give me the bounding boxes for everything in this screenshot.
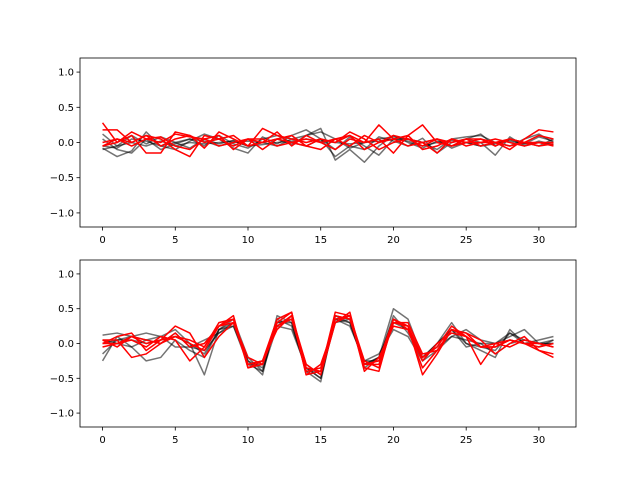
- y-tick-label: 1.0: [58, 269, 74, 280]
- x-tick-label: 25: [460, 235, 473, 246]
- x-tick-label: 10: [242, 235, 255, 246]
- series-line-6: [102, 311, 554, 376]
- x-tick-label: 15: [314, 235, 327, 246]
- x-tick-label: 15: [314, 435, 327, 446]
- x-tick-label: 30: [533, 235, 546, 246]
- x-tick-label: 5: [172, 235, 178, 246]
- series-group: [101, 307, 554, 383]
- x-tick-label: 5: [172, 435, 178, 446]
- bottom-subplot: 0 5 10 15 20 25 30 −1.0 −0.5 0.0 0.5 1.0: [50, 259, 577, 446]
- y-tick-label: −0.5: [50, 374, 74, 385]
- series-line-4: [102, 131, 554, 151]
- x-tick-label: 20: [387, 235, 400, 246]
- y-tick-label: −0.5: [50, 173, 74, 184]
- top-subplot: 0 5 10 15 20 25 30 −1.0 −0.5 0.0 0.5 1.0: [50, 57, 577, 246]
- y-tick-label: −1.0: [50, 409, 74, 420]
- series-line-8: [102, 129, 554, 154]
- series-group: [101, 122, 554, 163]
- series-line-9: [102, 314, 554, 373]
- x-tick-label: 10: [242, 435, 255, 446]
- series-line-6: [102, 129, 554, 158]
- series-line-0: [102, 129, 554, 158]
- y-tick-label: 0.0: [58, 138, 74, 149]
- y-tick-label: −1.0: [50, 208, 74, 219]
- x-tick-label: 25: [460, 435, 473, 446]
- y-tick-label: 0.5: [58, 103, 74, 114]
- x-tick-label: 0: [99, 435, 105, 446]
- y-tick-label: 0.5: [58, 304, 74, 315]
- y-tick-label: 1.0: [58, 68, 74, 79]
- y-tick-label: 0.0: [58, 339, 74, 350]
- x-tick-label: 20: [387, 435, 400, 446]
- x-tick-label: 30: [533, 435, 546, 446]
- series-line-9: [102, 134, 554, 147]
- x-tick-label: 0: [99, 235, 105, 246]
